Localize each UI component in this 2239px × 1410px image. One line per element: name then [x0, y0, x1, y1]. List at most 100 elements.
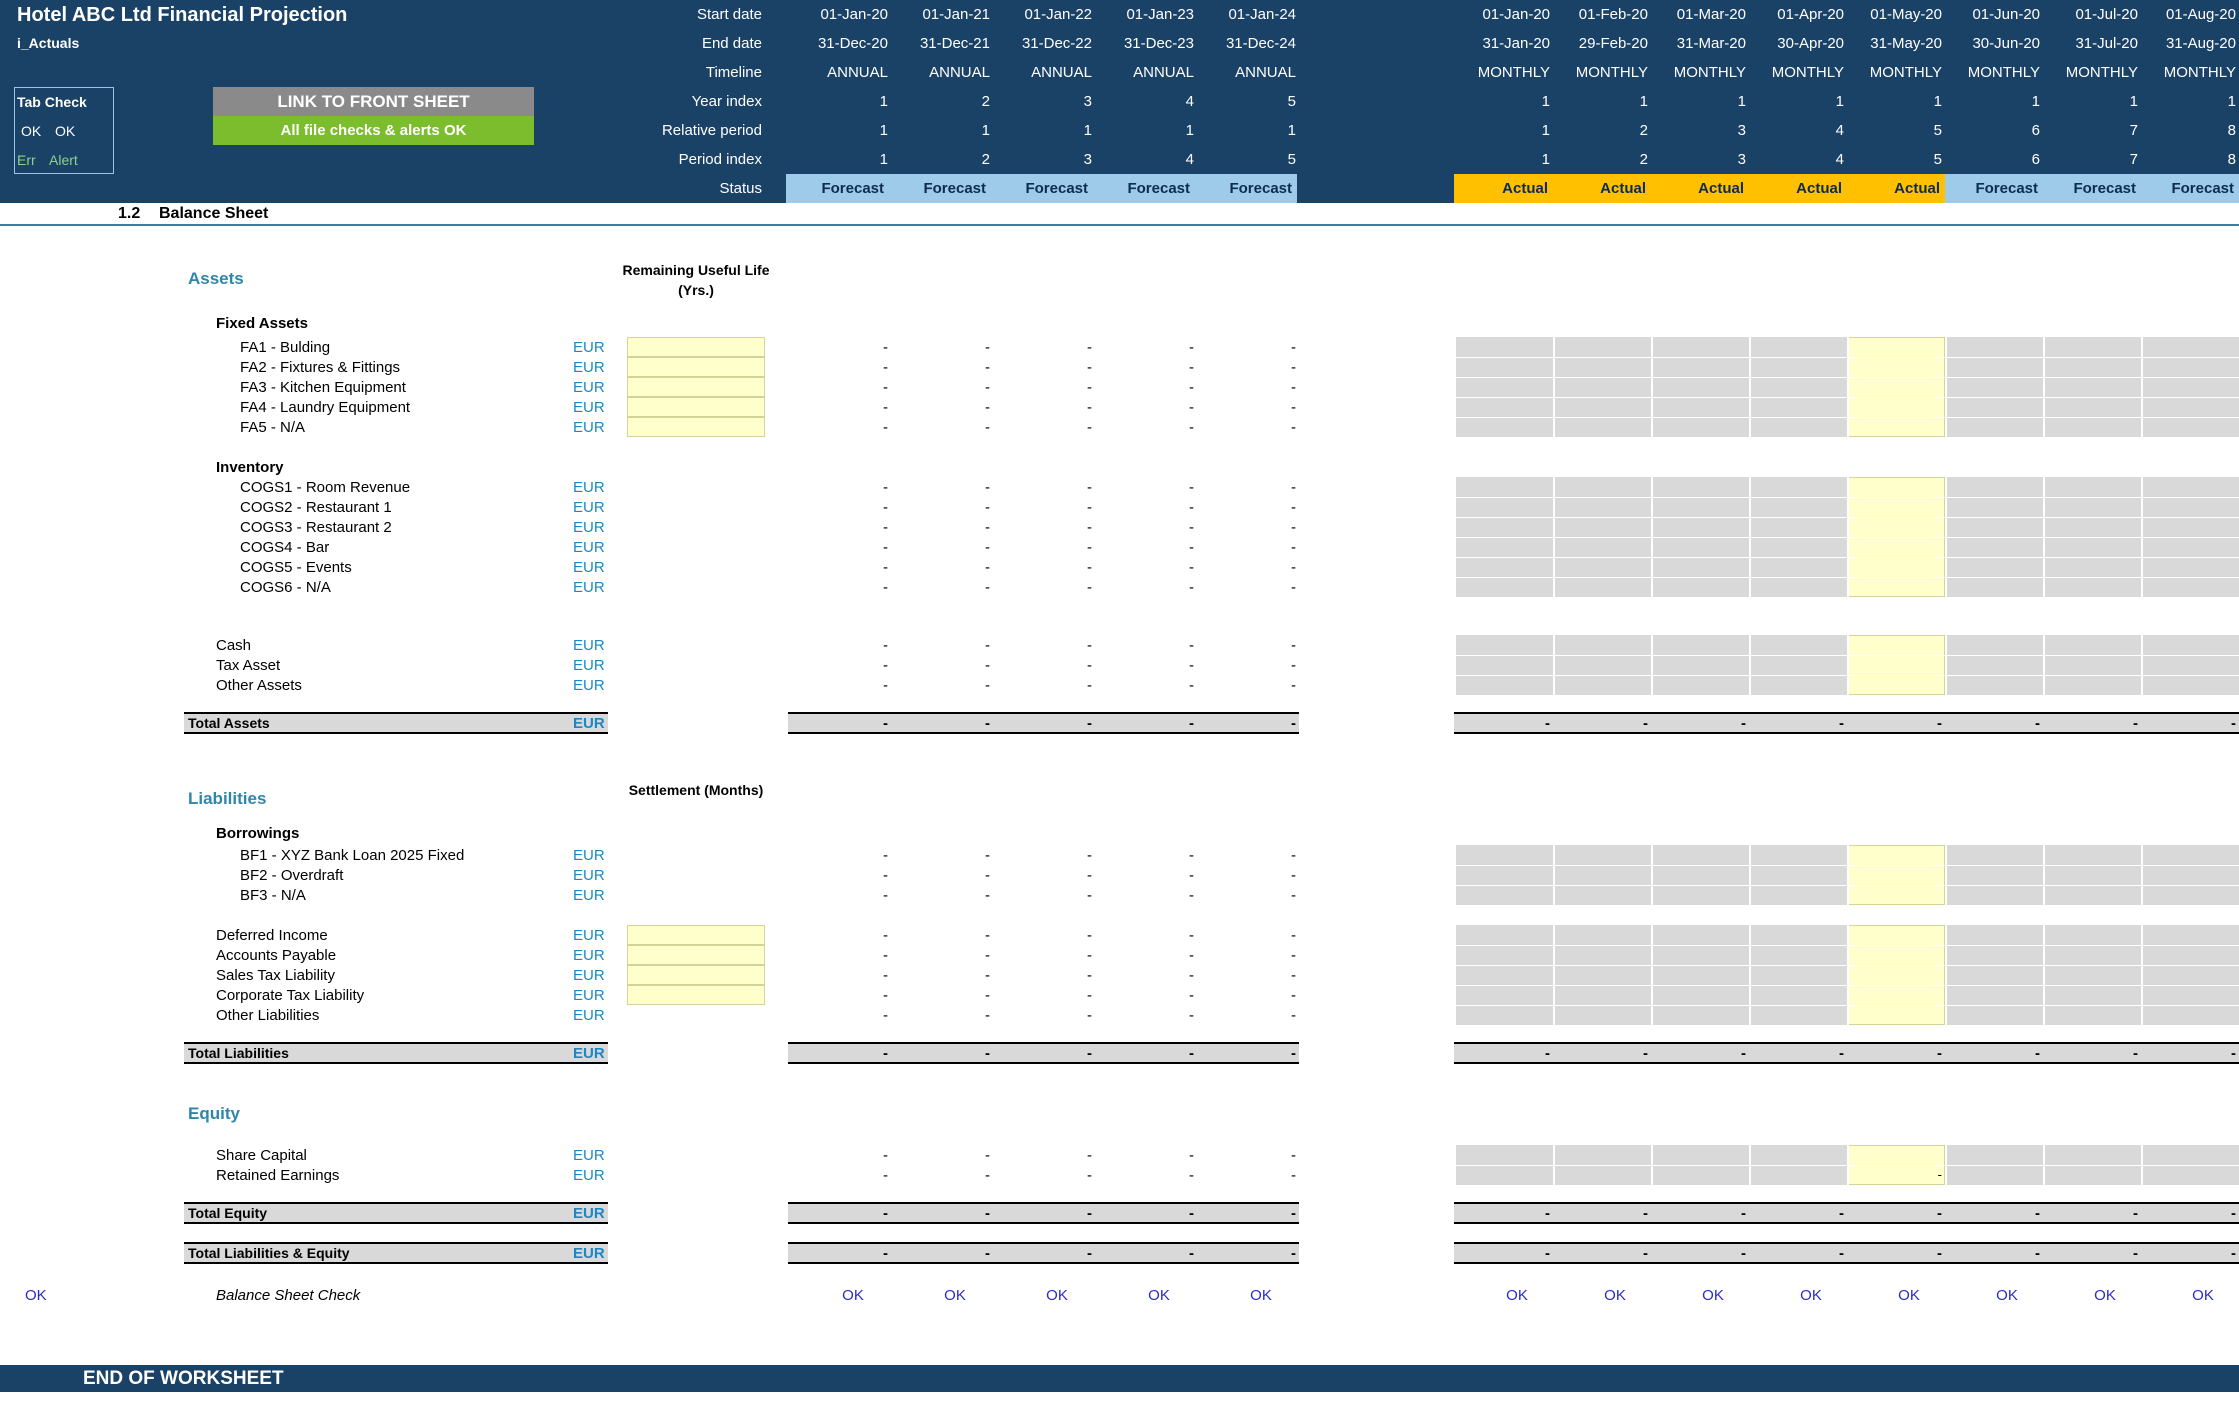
- fixed-asset-row-input[interactable]: [627, 417, 765, 437]
- cell-divider: [1651, 635, 1653, 695]
- inventory-row-annual-value: -: [1189, 539, 1194, 556]
- fixed-asset-row-annual-value: -: [1189, 419, 1194, 436]
- monthly-start: 01-Apr-20: [1777, 6, 1844, 23]
- balance-check-monthly: OK: [1898, 1287, 1920, 1304]
- cell-divider: [2141, 337, 2143, 437]
- other-asset-row-annual-value: -: [1189, 677, 1194, 694]
- balance-check-monthly: OK: [1506, 1287, 1528, 1304]
- cell-divider: [1553, 845, 1555, 905]
- borrowings-heading: Borrowings: [216, 825, 300, 842]
- total-assets-monthly-bar: [1454, 712, 2239, 734]
- footer-band: [0, 1365, 2239, 1392]
- fixed-asset-row-annual-value: -: [985, 339, 990, 356]
- borrowing-row: BF1 - XYZ Bank Loan 2025 Fixed: [240, 847, 465, 864]
- liability-row-annual-value: -: [985, 947, 990, 964]
- liability-row-annual-value: -: [883, 947, 888, 964]
- monthly-start: 01-May-20: [1870, 6, 1942, 23]
- total-liabilities-equity-monthly-value: -: [1545, 1245, 1550, 1262]
- equity-row-annual-value: -: [883, 1167, 888, 1184]
- annual-period: 1: [879, 151, 888, 168]
- total-liabilities-label: Total Liabilities: [188, 1045, 289, 1061]
- total-liabilities-bar: [184, 1042, 608, 1064]
- annual-timeline: ANNUAL: [1133, 64, 1194, 81]
- equity-row-annual-value: -: [1087, 1167, 1092, 1184]
- total-liabilities-equity-monthly-value: -: [1643, 1245, 1648, 1262]
- fixed-asset-row: FA5 - N/A: [240, 419, 306, 436]
- annual-rel: 1: [1185, 122, 1194, 139]
- monthly-timeline: MONTHLY: [2163, 64, 2236, 81]
- balance-check-monthly: OK: [2094, 1287, 2116, 1304]
- monthly-rel: 6: [2031, 122, 2040, 139]
- monthly-timeline: MONTHLY: [1967, 64, 2040, 81]
- fixed-asset-row-input[interactable]: [627, 397, 765, 417]
- liability-row-annual-value: -: [883, 987, 888, 1004]
- cell-divider: [1749, 635, 1751, 695]
- tab-check-box: [14, 87, 114, 174]
- header-label-end: End date: [701, 35, 762, 52]
- liability-row: Deferred Income: [216, 927, 328, 944]
- other-liabilities-actual-input[interactable]: [1847, 925, 1945, 1025]
- fixed-assets-actual-input[interactable]: [1847, 337, 1945, 437]
- fixed-asset-row-annual-value: -: [1189, 339, 1194, 356]
- annual-period: 3: [1083, 151, 1092, 168]
- liability-row-input[interactable]: [627, 965, 765, 985]
- total-assets-annual-value: -: [1087, 715, 1092, 732]
- monthly-year: 1: [2129, 93, 2138, 110]
- borrowing-row-annual-value: -: [1189, 887, 1194, 904]
- inventory-row-annual-value: -: [1291, 579, 1296, 596]
- monthly-period: 7: [2129, 151, 2138, 168]
- fixed-asset-row-annual-value: -: [1087, 359, 1092, 376]
- inventory-row-annual-value: -: [1189, 559, 1194, 576]
- total-assets-unit: EUR: [573, 715, 605, 732]
- total-assets-monthly-value: -: [1839, 715, 1844, 732]
- fixed-asset-row-input[interactable]: [627, 337, 765, 357]
- liability-row-input[interactable]: [627, 985, 765, 1005]
- annual-period: 2: [981, 151, 990, 168]
- status-monthly: Actual: [1553, 174, 1651, 203]
- other-asset-row-annual-value: -: [1189, 637, 1194, 654]
- cell-divider: [1454, 537, 2239, 538]
- liability-row: Corporate Tax Liability: [216, 987, 365, 1004]
- liability-row-input[interactable]: [627, 945, 765, 965]
- liability-row-annual-value: -: [1291, 927, 1296, 944]
- fixed-asset-row-input[interactable]: [627, 357, 765, 377]
- total-equity-annual-value: -: [1189, 1205, 1194, 1222]
- workbook-title: Hotel ABC Ltd Financial Projection: [17, 4, 348, 26]
- fixed-asset-row-unit: EUR: [573, 379, 605, 396]
- fixed-asset-row-annual-value: -: [1189, 359, 1194, 376]
- liability-row-annual-value: -: [1087, 927, 1092, 944]
- total-liabilities-annual-value: -: [883, 1045, 888, 1062]
- monthly-year: 1: [2227, 93, 2236, 110]
- file-checks-status[interactable]: All file checks & alerts OK: [213, 116, 534, 145]
- annual-timeline: ANNUAL: [1235, 64, 1296, 81]
- liability-row-annual-value: -: [883, 967, 888, 984]
- annual-start: 01-Jan-24: [1228, 6, 1296, 23]
- borrowings-actual-input[interactable]: [1847, 845, 1945, 905]
- annual-timeline: ANNUAL: [1031, 64, 1092, 81]
- balance-check-monthly: OK: [1702, 1287, 1724, 1304]
- cell-divider: [1847, 337, 1849, 437]
- liability-row-input[interactable]: [627, 925, 765, 945]
- inventory-row-unit: EUR: [573, 559, 605, 576]
- cell-divider: [1749, 845, 1751, 905]
- borrowing-row-annual-value: -: [1189, 847, 1194, 864]
- cell-divider: [1454, 1165, 2239, 1166]
- total-equity-monthly-bar: [1454, 1202, 2239, 1224]
- link-to-front-sheet-button[interactable]: LINK TO FRONT SHEET: [213, 87, 534, 116]
- inventory-row-annual-value: -: [985, 539, 990, 556]
- cell-divider: [2043, 337, 2045, 437]
- status-monthly: Actual: [1847, 174, 1945, 203]
- liability-row-annual-value: -: [1087, 967, 1092, 984]
- inventory-row: COGS6 - N/A: [240, 579, 331, 596]
- fixed-asset-row-annual-value: -: [1087, 339, 1092, 356]
- fixed-asset-row-annual-value: -: [1291, 339, 1296, 356]
- inventory-row-annual-value: -: [883, 479, 888, 496]
- inventory-row-annual-value: -: [985, 499, 990, 516]
- fixed-asset-row-input[interactable]: [627, 377, 765, 397]
- borrowing-row-annual-value: -: [883, 847, 888, 864]
- remaining-useful-life-header: Remaining Useful Life (Yrs.): [622, 262, 770, 298]
- annual-year: 5: [1287, 93, 1296, 110]
- other-assets-actual-input[interactable]: [1847, 635, 1945, 695]
- inventory-row-annual-value: -: [985, 519, 990, 536]
- inventory-row-annual-value: -: [1189, 499, 1194, 516]
